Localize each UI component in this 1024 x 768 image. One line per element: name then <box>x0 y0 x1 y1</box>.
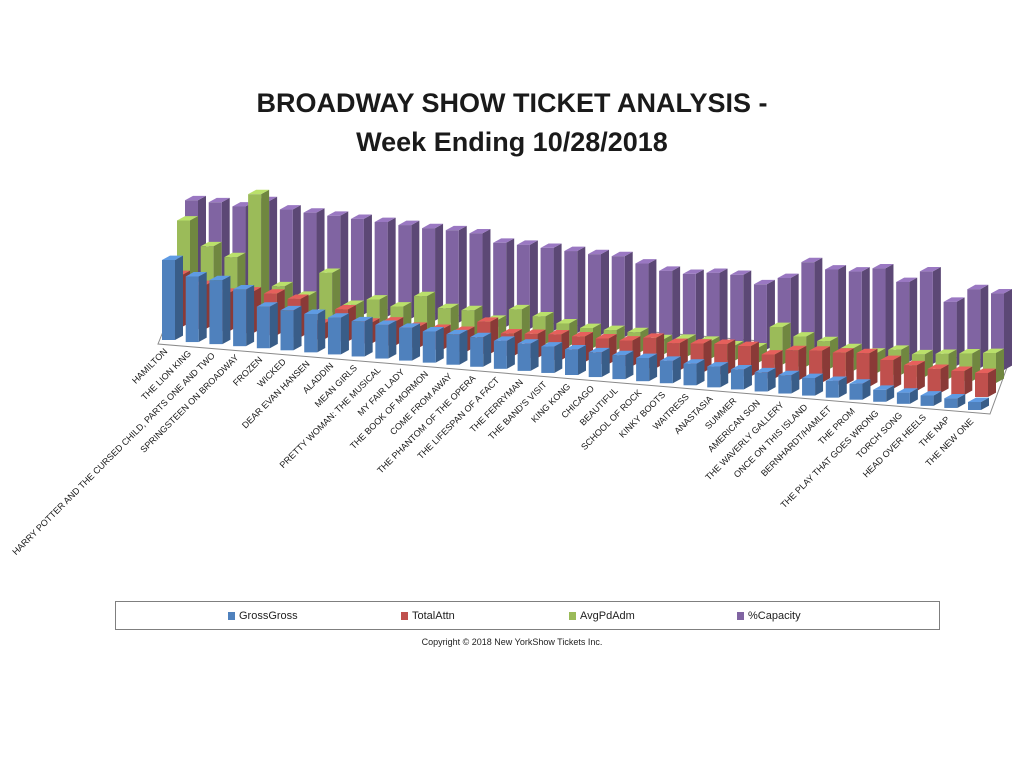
legend-item-grossgross: GrossGross <box>228 610 298 622</box>
bar-capacity-26 <box>801 257 823 354</box>
bar-grossgross-26 <box>778 370 800 394</box>
bar-capacity-31 <box>919 267 941 364</box>
legend-label-capacity: %Capacity <box>748 610 801 622</box>
bar-grossgross-8 <box>351 316 373 357</box>
bar-totalattn-32 <box>927 364 949 393</box>
legend-label-avgpdadm: AvgPdAdm <box>580 610 635 622</box>
bar-capacity-18 <box>611 251 633 338</box>
bar-totalattn-29 <box>856 348 878 387</box>
legend-swatch-grossgross <box>228 612 235 620</box>
bar-grossgross-0 <box>162 255 183 340</box>
bar-capacity-29 <box>872 263 894 360</box>
legend-swatch-avgpdadm <box>569 612 576 620</box>
bar-grossgross-15 <box>517 339 539 371</box>
bar-grossgross-32 <box>920 391 942 406</box>
bar-grossgross-34 <box>968 397 989 410</box>
bar-capacity-27 <box>825 265 847 356</box>
chart-title-line2: Week Ending 10/28/2018 <box>356 127 668 157</box>
bar-grossgross-9 <box>375 320 397 359</box>
bar-grossgross-33 <box>944 393 966 408</box>
bar-capacity-8 <box>374 217 396 317</box>
bar-grossgross-3 <box>233 284 255 347</box>
bar-capacity-13 <box>493 238 515 327</box>
bar-grossgross-7 <box>327 313 349 355</box>
bar-grossgross-18 <box>588 347 610 378</box>
bar-grossgross-14 <box>493 336 515 369</box>
legend-label-grossgross: GrossGross <box>239 610 298 622</box>
bar-capacity-16 <box>564 246 586 333</box>
bar-grossgross-20 <box>636 353 658 382</box>
bar-grossgross-24 <box>730 365 752 390</box>
copyright-text: Copyright © 2018 New YorkShow Tickets In… <box>421 637 603 647</box>
bar-capacity-12 <box>469 228 491 325</box>
chart-title-line1: BROADWAY SHOW TICKET ANALYSIS - <box>256 88 768 118</box>
bar-totalattn-33 <box>951 366 973 395</box>
bar-grossgross-19 <box>612 350 634 380</box>
bar-grossgross-10 <box>399 323 421 361</box>
bar-grossgross-21 <box>659 356 681 384</box>
bar-capacity-9 <box>398 220 420 319</box>
bar-grossgross-6 <box>304 309 326 353</box>
bar-grossgross-25 <box>754 367 776 392</box>
bar-capacity-33 <box>967 284 989 368</box>
bar-capacity-22 <box>706 268 728 346</box>
bar-capacity-30 <box>896 277 918 362</box>
bar-grossgross-23 <box>707 362 729 388</box>
bar-totalattn-30 <box>880 355 902 389</box>
bar-capacity-23 <box>730 270 752 348</box>
bar-capacity-17 <box>588 249 609 335</box>
x-tick-label-34: THE NEW ONE <box>923 416 975 468</box>
x-tick-label-2: HARRY POTTER AND THE CURSED CHILD, PARTS… <box>10 350 217 557</box>
bar-grossgross-12 <box>446 329 468 365</box>
bar-capacity-11 <box>445 225 467 323</box>
bar-grossgross-29 <box>849 379 871 400</box>
bar-grossgross-5 <box>280 305 302 351</box>
bar-grossgross-1 <box>185 272 207 343</box>
bar-grossgross-31 <box>896 388 918 404</box>
legend-swatch-totalattn <box>401 612 408 620</box>
bar-grossgross-27 <box>802 373 824 396</box>
legend-swatch-capacity <box>737 612 744 620</box>
legend-item-totalattn: TotalAttn <box>401 610 455 622</box>
bar-grossgross-16 <box>541 342 563 373</box>
bar-capacity-20 <box>659 266 681 342</box>
bar-grossgross-22 <box>683 359 705 386</box>
bar-capacity-19 <box>635 259 657 340</box>
bar-grossgross-13 <box>470 332 492 367</box>
bar-totalattn-34 <box>975 368 996 397</box>
bar-grossgross-11 <box>422 327 444 363</box>
bar-grossgross-4 <box>256 302 278 349</box>
bar-capacity-21 <box>682 269 704 344</box>
bar-capacity-28 <box>848 267 870 358</box>
legend-item-capacity: %Capacity <box>737 610 801 622</box>
bar-grossgross-17 <box>565 345 586 375</box>
chart-legend: GrossGross TotalAttn AvgPdAdm %Capacity <box>115 601 940 630</box>
bar-totalattn-31 <box>903 360 925 391</box>
bar-grossgross-30 <box>873 385 895 402</box>
bar-grossgross-28 <box>825 376 847 398</box>
bar-grossgross-2 <box>209 275 231 345</box>
bar-capacity-7 <box>350 214 372 315</box>
legend-label-totalattn: TotalAttn <box>412 610 455 622</box>
legend-item-avgpdadm: AvgPdAdm <box>569 610 635 622</box>
bar-capacity-15 <box>540 243 562 331</box>
